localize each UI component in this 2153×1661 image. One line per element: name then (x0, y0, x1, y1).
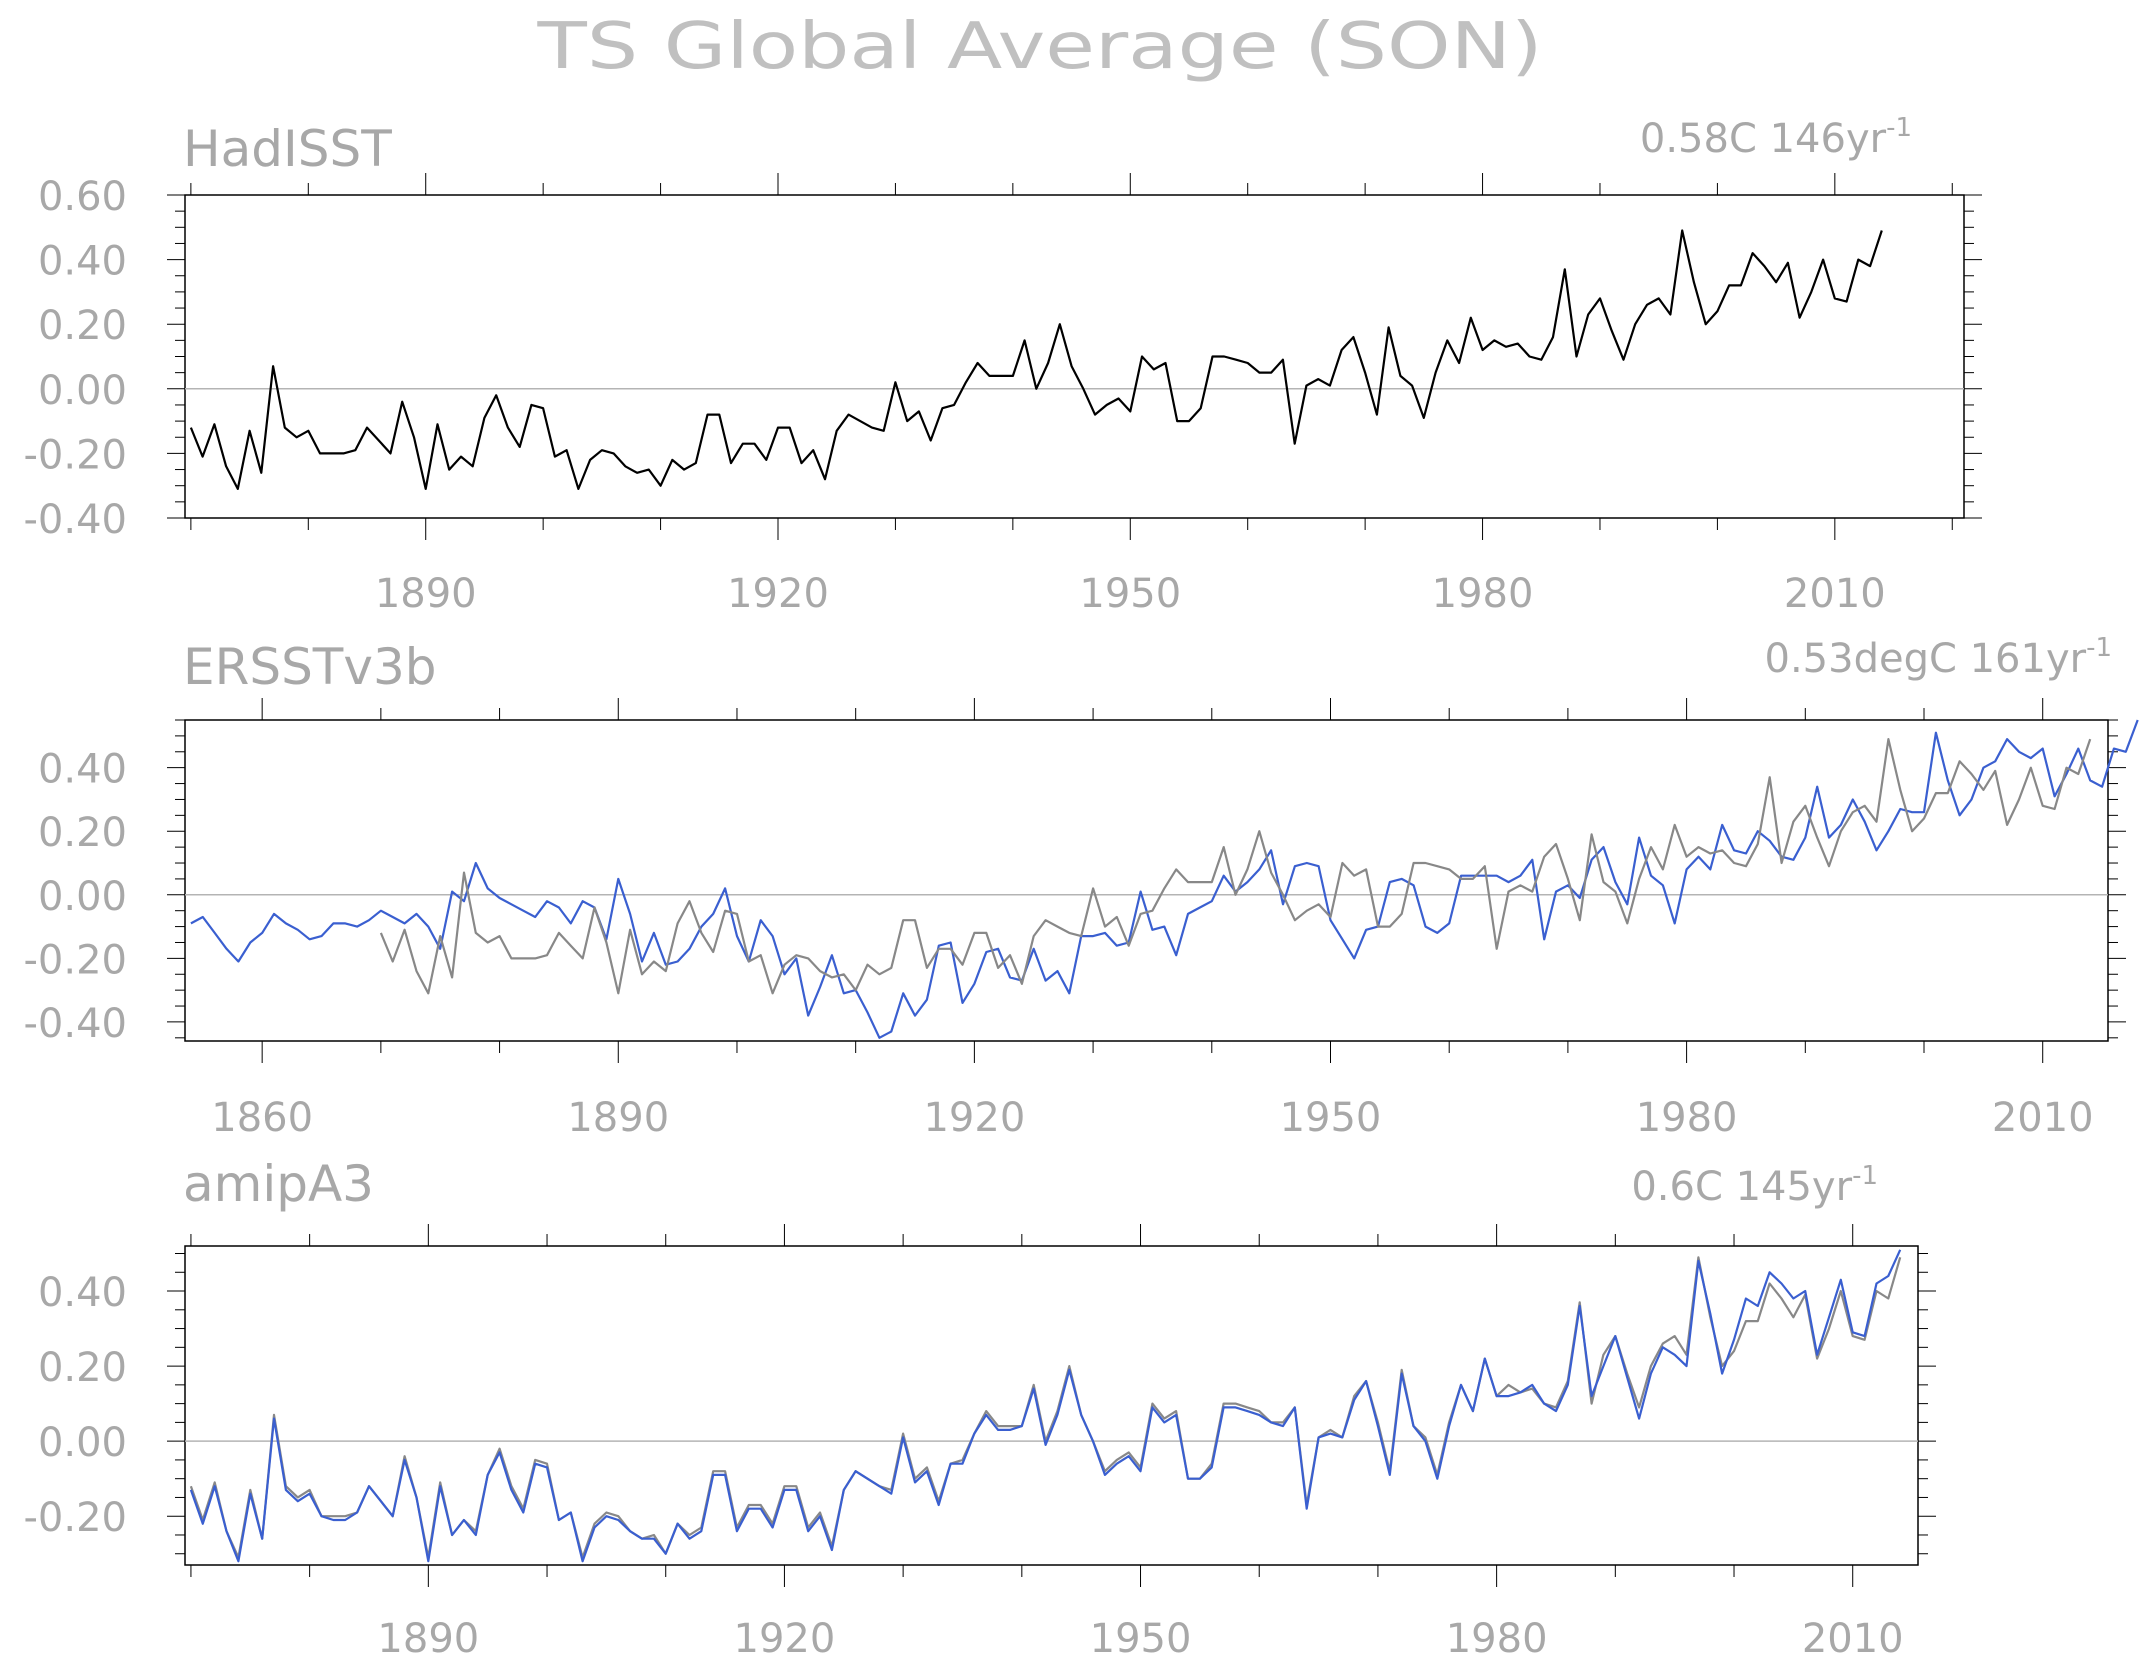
stat-exponent: -1 (1852, 1161, 1878, 1191)
plot-frame (184, 1245, 1919, 1566)
x-tick-label: 1950 (1280, 1095, 1382, 1141)
x-tick-label: 2010 (1802, 1616, 1904, 1661)
y-tick-label: 0.40 (38, 239, 127, 285)
y-tick-label: 0.00 (38, 368, 127, 414)
panel-stat: 0.58C 146yr-1 (1640, 113, 1912, 162)
plot-frame (184, 719, 2109, 1042)
y-tick-label: -0.20 (24, 432, 128, 478)
series-line-obs_ref (379, 737, 2092, 995)
figure-title: TS Global Average (SON) (536, 10, 1542, 84)
series-line-model (190, 719, 2139, 1039)
y-tick-label: -0.20 (24, 937, 128, 983)
x-tick-label: 1920 (727, 571, 829, 617)
x-tick-label: 1890 (375, 571, 477, 617)
x-tick-label: 2010 (1784, 571, 1886, 617)
x-tick-label: 1950 (1079, 571, 1181, 617)
x-tick-label: 1920 (923, 1095, 1025, 1141)
panel-title: HadISST (183, 120, 392, 178)
panel-amipa3: amipA3 0.6C 145yr-1 0.40 0.20 0.00 -0.20 1890 1… (24, 1155, 1936, 1661)
x-tick-label: 1980 (1432, 571, 1534, 617)
y-tick-label: 0.40 (38, 747, 127, 793)
panel-title: amipA3 (183, 1155, 374, 1213)
y-tick-label: -0.40 (24, 497, 128, 543)
panel-title: ERSSTv3b (183, 638, 437, 696)
x-tick-label: 1950 (1090, 1616, 1192, 1661)
y-tick-label: 0.20 (38, 303, 127, 349)
x-tick-label: 1980 (1636, 1095, 1738, 1141)
y-tick-label: 0.60 (38, 174, 127, 220)
y-tick-label: 0.00 (38, 874, 127, 920)
panel-stat: 0.53degC 161yr-1 (1765, 633, 2113, 682)
x-tick-label: 1920 (734, 1616, 836, 1661)
y-tick-label: 0.20 (38, 1345, 127, 1391)
stat-text: 0.53degC 161yr (1765, 636, 2087, 682)
y-tick-label: -0.40 (24, 1001, 128, 1047)
stat-exponent: -1 (2086, 633, 2112, 663)
panels: HadISST 0.58C 146yr-10.600.400.200.00-0.2… (24, 113, 2139, 1661)
x-tick-label: 1980 (1446, 1616, 1548, 1661)
y-tick-label: -0.20 (24, 1495, 128, 1541)
x-tick-label: 2010 (1992, 1095, 2094, 1141)
x-tick-label: 1890 (377, 1616, 479, 1661)
x-tick-label: 1860 (211, 1095, 313, 1141)
stat-text: 0.6C 145yr (1631, 1164, 1852, 1210)
y-tick-label: 0.20 (38, 810, 127, 856)
plot-frame (184, 194, 1965, 519)
panel-hadisst: HadISST 0.58C 146yr-1 0.60 0.40 0.20 0.00 -0.2… (24, 113, 1982, 617)
y-tick-label: 0.00 (38, 1420, 127, 1466)
stat-text: 0.58C 146yr (1640, 116, 1887, 162)
series-line-obs (189, 229, 1883, 490)
y-tick-label: 0.40 (38, 1270, 127, 1316)
panel-ersstv3b: ERSSTv3b 0.53degC 161yr-1 0.40 0.20 0.00 -0.2… (24, 633, 2139, 1141)
stat-exponent: -1 (1886, 113, 1912, 143)
panel-stat: 0.6C 145yr-1 (1631, 1161, 1878, 1210)
series-line-model (189, 1249, 1902, 1563)
x-tick-label: 1890 (567, 1095, 669, 1141)
